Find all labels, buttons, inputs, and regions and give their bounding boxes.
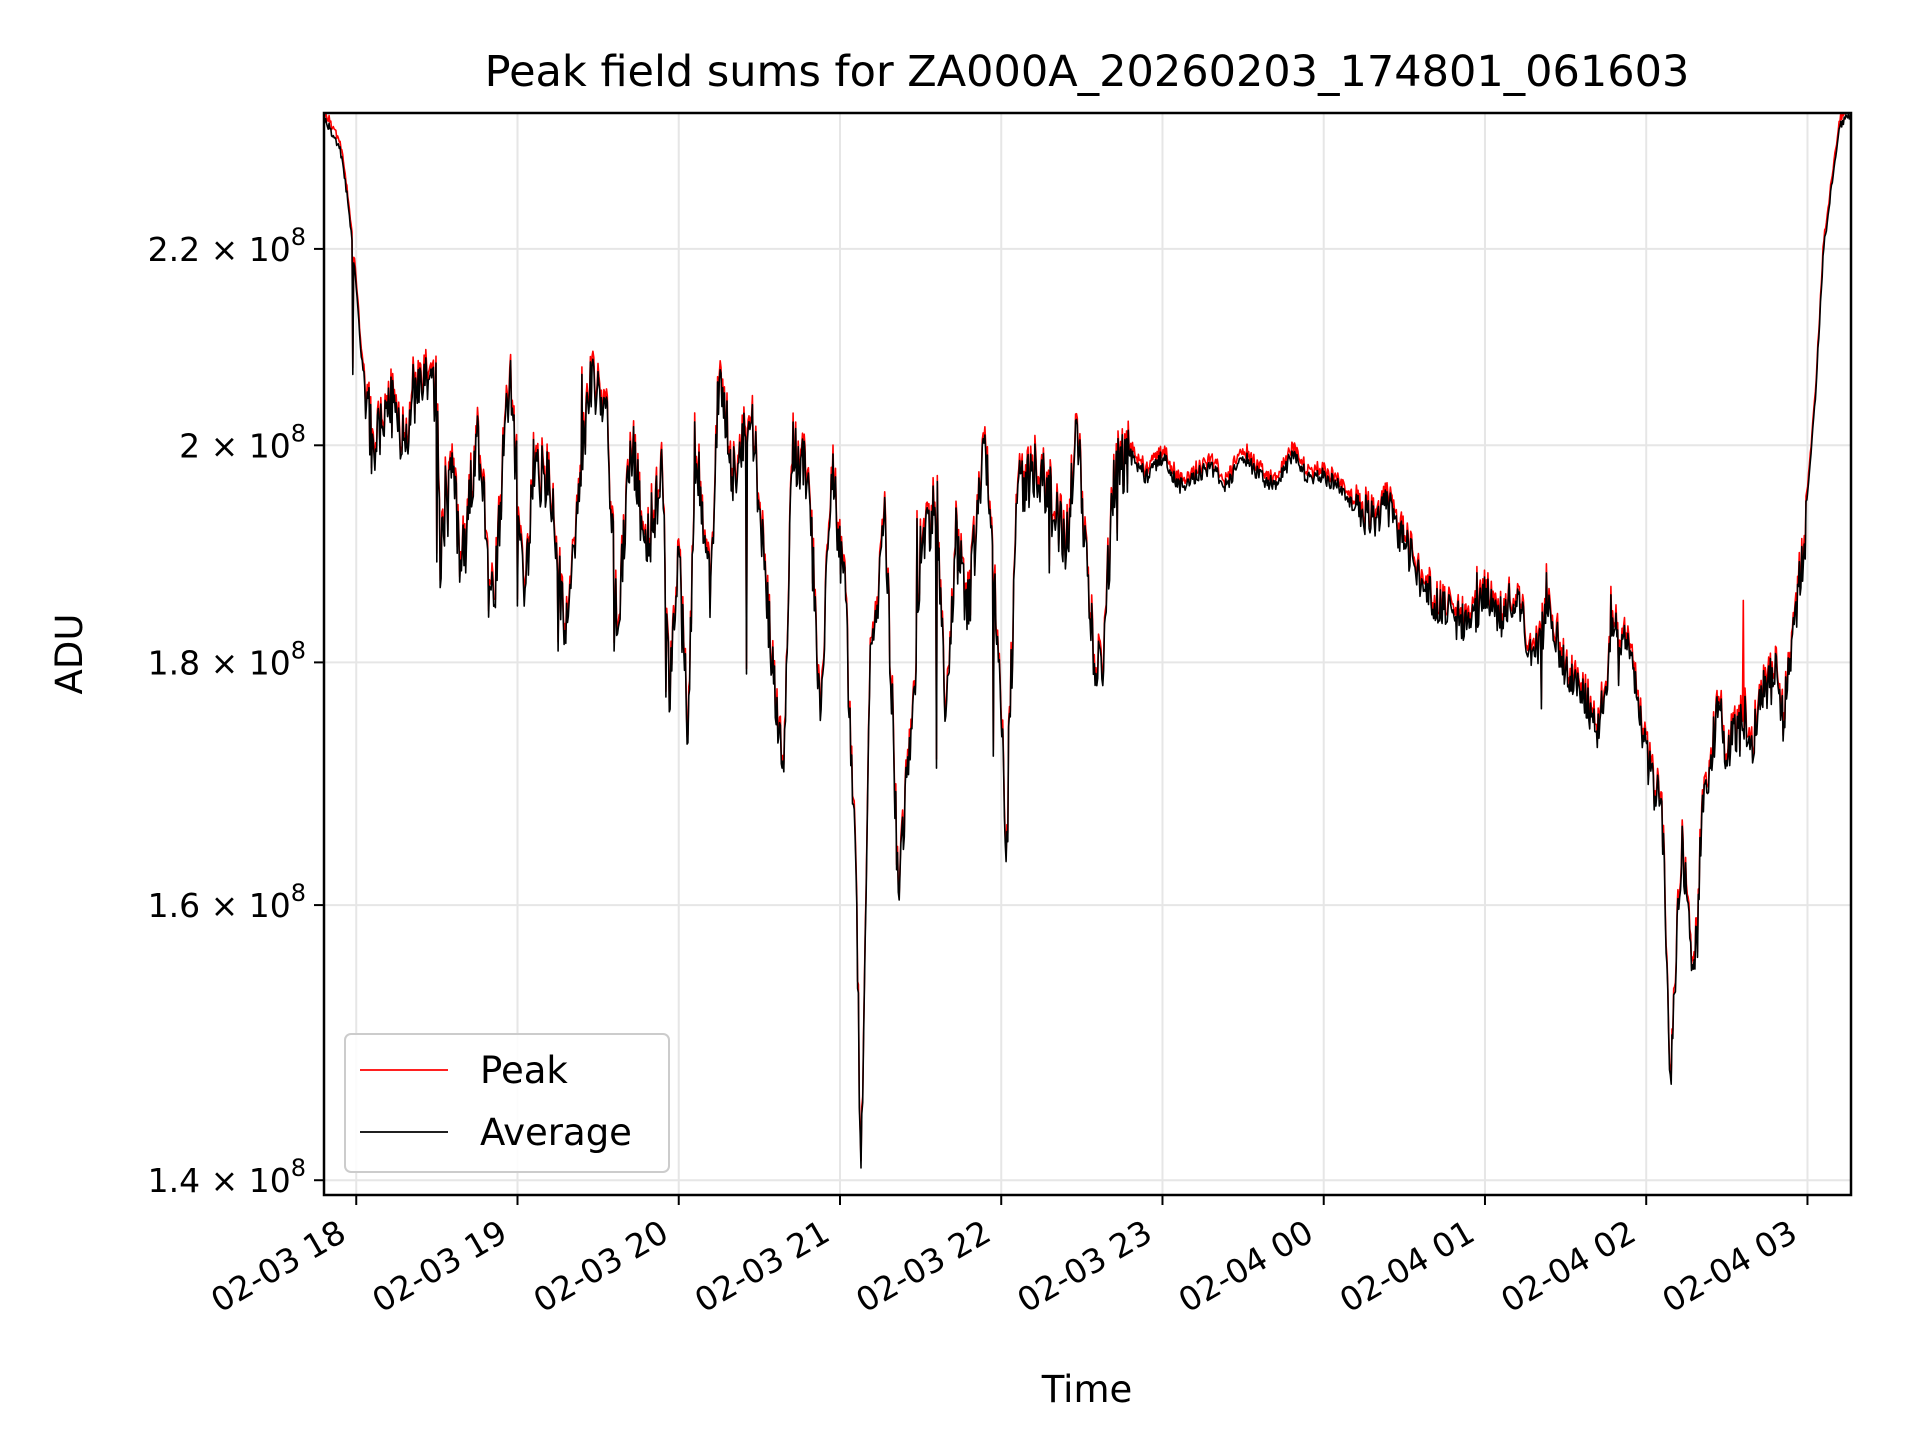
legend-label-peak: Peak (480, 1049, 568, 1092)
x-axis-label: Time (1041, 1368, 1133, 1411)
x-axis-ticks: 02-03 18 02-03 19 02-03 20 02-03 21 02-03 22… (204, 1195, 1809, 1320)
series-group (323, 112, 1852, 1169)
legend-label-average: Average (480, 1111, 632, 1154)
series-line-average (323, 112, 1852, 1169)
x-tick-label: 02-04 03 (1655, 1212, 1803, 1320)
legend-box (344, 1033, 670, 1173)
legend: Peak Average (344, 1033, 670, 1173)
y-tick-label: 1.6 × 108 (148, 879, 306, 925)
x-tick-label: 02-03 22 (849, 1212, 997, 1320)
x-tick-label: 02-03 20 (527, 1212, 675, 1320)
plot-frame (322, 111, 1853, 1197)
y-tick-label: 1.4 × 108 (148, 1154, 306, 1200)
y-axis-ticks: 1.4 × 108 1.6 × 108 1.8 × 108 2 × 108 2.2 × … (148, 223, 324, 1200)
x-tick-label: 02-03 21 (688, 1212, 836, 1320)
y-axis-label: ADU (48, 614, 91, 695)
y-tick-label: 2 × 108 (179, 419, 306, 465)
y-tick-label: 1.8 × 108 (148, 636, 306, 682)
x-tick-label: 02-03 23 (1010, 1212, 1158, 1320)
x-tick-label: 02-03 18 (204, 1212, 352, 1320)
grid-lines (324, 113, 1851, 1195)
x-tick-label: 02-04 01 (1333, 1212, 1481, 1320)
chart-title: Peak field sums for ZA000A_20260203_1748… (485, 47, 1690, 97)
x-tick-label: 02-04 02 (1494, 1212, 1642, 1320)
x-tick-label: 02-04 00 (1172, 1212, 1320, 1320)
x-tick-label: 02-03 19 (365, 1212, 513, 1320)
y-tick-label: 2.2 × 108 (148, 223, 306, 269)
